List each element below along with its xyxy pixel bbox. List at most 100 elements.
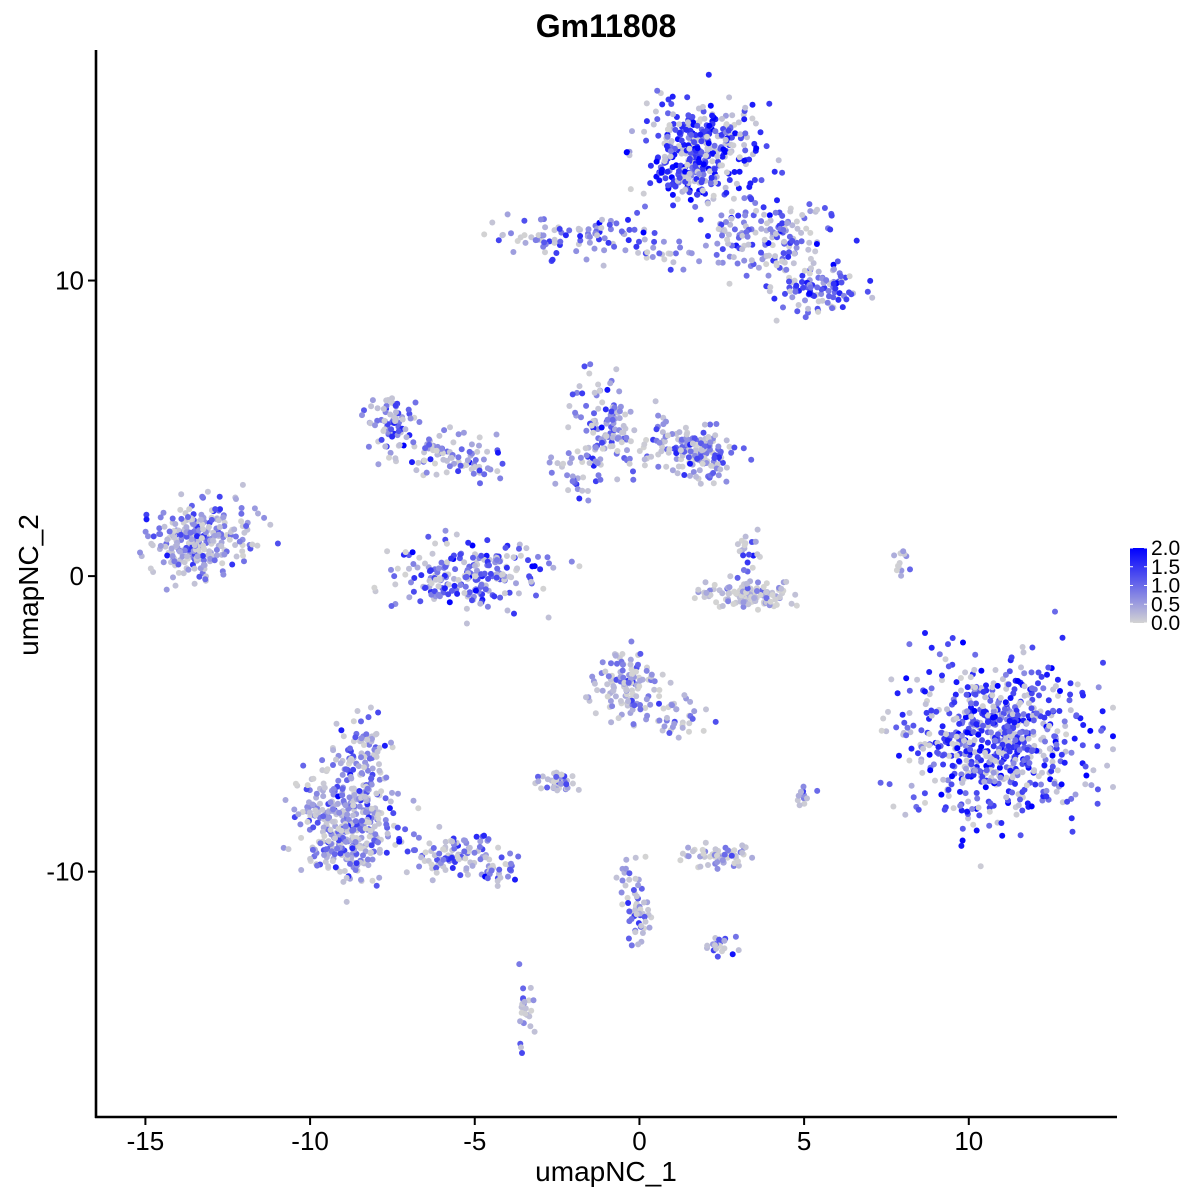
data-point bbox=[698, 179, 705, 186]
data-point bbox=[853, 237, 860, 244]
data-point bbox=[614, 435, 621, 442]
data-point bbox=[627, 656, 634, 663]
data-point bbox=[392, 418, 399, 425]
data-point bbox=[1019, 644, 1026, 650]
data-point bbox=[726, 443, 733, 450]
data-point bbox=[530, 997, 537, 1004]
data-point bbox=[763, 261, 770, 268]
data-point bbox=[389, 789, 395, 796]
data-point bbox=[676, 174, 683, 181]
data-point bbox=[1014, 712, 1021, 719]
data-point bbox=[986, 822, 993, 829]
data-point bbox=[544, 776, 551, 783]
data-point bbox=[388, 739, 394, 746]
data-point bbox=[900, 548, 907, 555]
data-point bbox=[667, 153, 674, 160]
data-point bbox=[586, 370, 593, 377]
data-point bbox=[677, 162, 684, 169]
data-point bbox=[731, 169, 738, 175]
data-point bbox=[446, 599, 453, 606]
data-point bbox=[725, 590, 732, 597]
data-point bbox=[213, 546, 220, 553]
data-point bbox=[899, 711, 906, 718]
x-tick-label: -10 bbox=[291, 1126, 329, 1156]
data-point bbox=[623, 434, 630, 441]
data-point bbox=[433, 864, 440, 871]
data-point bbox=[962, 790, 969, 797]
data-point bbox=[890, 803, 897, 810]
data-point bbox=[1030, 728, 1037, 735]
data-point bbox=[697, 863, 704, 870]
data-point bbox=[713, 599, 720, 606]
data-point bbox=[554, 460, 561, 467]
data-point bbox=[678, 137, 685, 144]
data-point bbox=[432, 540, 439, 547]
data-point bbox=[610, 687, 617, 694]
data-point bbox=[718, 212, 725, 219]
data-point bbox=[923, 709, 930, 716]
data-point bbox=[368, 775, 375, 782]
data-point bbox=[670, 111, 676, 118]
data-point bbox=[711, 455, 718, 461]
data-point bbox=[843, 296, 850, 303]
data-point bbox=[705, 71, 712, 78]
data-point bbox=[313, 790, 320, 797]
data-point bbox=[591, 410, 597, 417]
data-point bbox=[387, 798, 394, 805]
data-point bbox=[741, 142, 748, 148]
data-point bbox=[221, 523, 228, 530]
data-point bbox=[650, 244, 657, 251]
data-point bbox=[368, 805, 375, 812]
data-point bbox=[704, 133, 710, 140]
data-point bbox=[583, 256, 590, 263]
data-point bbox=[350, 718, 357, 725]
data-point bbox=[1029, 685, 1035, 692]
data-point bbox=[597, 476, 604, 483]
data-point bbox=[719, 115, 725, 122]
data-point bbox=[642, 705, 649, 711]
data-point bbox=[616, 408, 623, 415]
data-point bbox=[697, 216, 704, 223]
data-point bbox=[411, 575, 418, 581]
data-point bbox=[948, 781, 955, 788]
data-point bbox=[906, 641, 913, 648]
data-point bbox=[1033, 710, 1040, 717]
data-point bbox=[723, 219, 729, 225]
data-point bbox=[677, 857, 684, 864]
data-point bbox=[702, 579, 709, 586]
data-point bbox=[254, 542, 261, 549]
x-tick-label: 5 bbox=[797, 1126, 811, 1156]
data-point bbox=[630, 887, 637, 893]
data-point bbox=[332, 864, 339, 871]
data-point bbox=[512, 876, 518, 883]
data-point bbox=[622, 247, 629, 254]
data-point bbox=[934, 749, 941, 756]
data-point bbox=[747, 180, 754, 187]
data-point bbox=[757, 129, 764, 136]
data-point bbox=[336, 809, 343, 816]
data-point bbox=[618, 439, 625, 446]
data-point bbox=[742, 147, 749, 154]
data-point bbox=[743, 229, 750, 235]
data-point bbox=[967, 674, 974, 681]
data-point bbox=[674, 196, 681, 203]
data-point bbox=[623, 856, 630, 863]
data-point bbox=[485, 575, 492, 582]
data-point bbox=[711, 166, 718, 173]
data-point bbox=[325, 838, 332, 845]
data-point bbox=[469, 862, 476, 869]
data-point bbox=[814, 206, 821, 213]
data-point bbox=[767, 226, 774, 233]
data-point bbox=[998, 759, 1005, 766]
data-point bbox=[992, 737, 999, 744]
x-tick-label: 0 bbox=[632, 1126, 646, 1156]
data-point bbox=[1003, 794, 1010, 801]
data-point bbox=[359, 817, 365, 824]
data-point bbox=[685, 844, 692, 851]
data-point bbox=[837, 273, 844, 280]
data-point bbox=[404, 848, 411, 855]
data-point bbox=[1023, 782, 1030, 789]
data-point bbox=[312, 807, 319, 814]
data-point bbox=[371, 584, 378, 591]
data-point bbox=[1038, 673, 1045, 680]
